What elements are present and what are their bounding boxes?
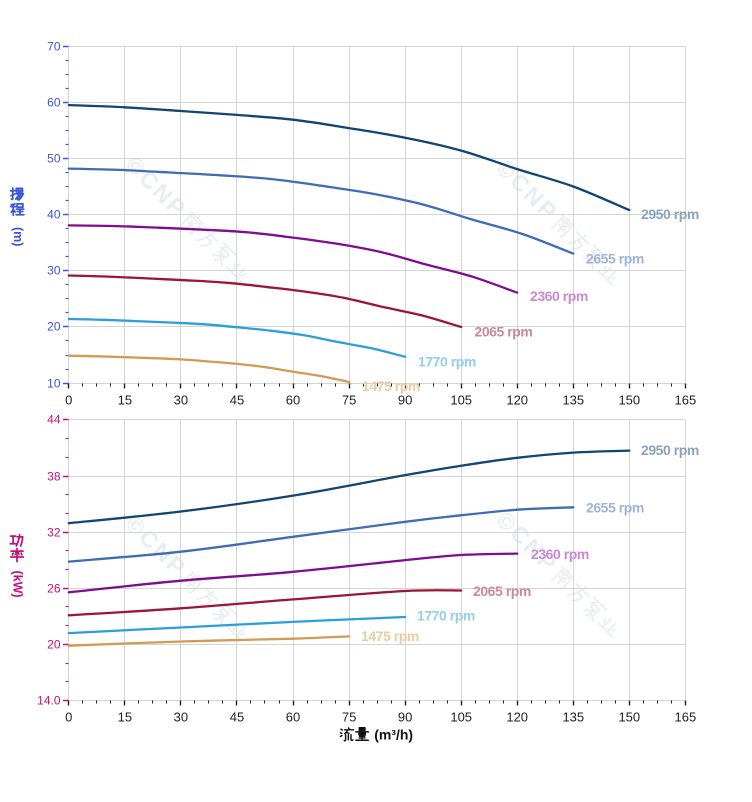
svg-text:1770 rpm: 1770 rpm xyxy=(417,607,475,623)
svg-text:38: 38 xyxy=(47,470,61,484)
svg-text:40: 40 xyxy=(47,208,61,222)
svg-text:2360 rpm: 2360 rpm xyxy=(531,546,589,562)
svg-text:60: 60 xyxy=(47,96,61,110)
svg-text:1475 rpm: 1475 rpm xyxy=(361,628,419,644)
svg-text:20: 20 xyxy=(47,320,61,334)
svg-text:135: 135 xyxy=(562,392,584,407)
svg-text:150: 150 xyxy=(618,709,640,724)
svg-text:15: 15 xyxy=(118,392,132,407)
svg-text:105: 105 xyxy=(450,709,472,724)
svg-text:105: 105 xyxy=(450,392,472,407)
svg-text:2065 rpm: 2065 rpm xyxy=(473,583,531,599)
svg-text:135: 135 xyxy=(562,709,584,724)
svg-text:45: 45 xyxy=(230,709,244,724)
svg-text:2950 rpm: 2950 rpm xyxy=(641,442,699,458)
svg-text:1475 rpm: 1475 rpm xyxy=(362,378,420,394)
svg-text:70: 70 xyxy=(47,40,61,54)
svg-text:2950 rpm: 2950 rpm xyxy=(641,206,699,222)
svg-text:120: 120 xyxy=(506,709,528,724)
svg-text:1770 rpm: 1770 rpm xyxy=(418,353,476,369)
svg-text:0: 0 xyxy=(65,392,72,407)
svg-text:10: 10 xyxy=(47,377,61,391)
svg-text:32: 32 xyxy=(47,526,61,540)
svg-text:50: 50 xyxy=(47,152,61,166)
svg-text:(kW): (kW) xyxy=(10,571,24,598)
svg-text:45: 45 xyxy=(230,392,244,407)
svg-text:165: 165 xyxy=(675,709,697,724)
svg-text:60: 60 xyxy=(286,709,300,724)
svg-text:2655 rpm: 2655 rpm xyxy=(586,250,644,266)
svg-text:(m): (m) xyxy=(11,227,25,246)
svg-text:(m³/h): (m³/h) xyxy=(374,727,413,743)
svg-text:30: 30 xyxy=(47,264,61,278)
svg-text:150: 150 xyxy=(618,392,640,407)
svg-text:165: 165 xyxy=(675,392,697,407)
svg-text:20: 20 xyxy=(47,638,61,652)
svg-text:14.0: 14.0 xyxy=(37,694,61,708)
svg-text:30: 30 xyxy=(174,392,188,407)
svg-text:44: 44 xyxy=(47,413,61,427)
svg-text:30: 30 xyxy=(174,709,188,724)
svg-text:75: 75 xyxy=(342,392,356,407)
svg-text:120: 120 xyxy=(506,392,528,407)
svg-text:2065 rpm: 2065 rpm xyxy=(475,323,533,339)
svg-text:90: 90 xyxy=(398,392,412,407)
svg-text:0: 0 xyxy=(65,709,72,724)
svg-text:15: 15 xyxy=(118,709,132,724)
svg-text:26: 26 xyxy=(47,582,61,596)
svg-text:60: 60 xyxy=(286,392,300,407)
svg-text:75: 75 xyxy=(342,709,356,724)
svg-text:2360 rpm: 2360 rpm xyxy=(530,288,588,304)
svg-text:90: 90 xyxy=(398,709,412,724)
svg-text:2655 rpm: 2655 rpm xyxy=(586,499,644,515)
